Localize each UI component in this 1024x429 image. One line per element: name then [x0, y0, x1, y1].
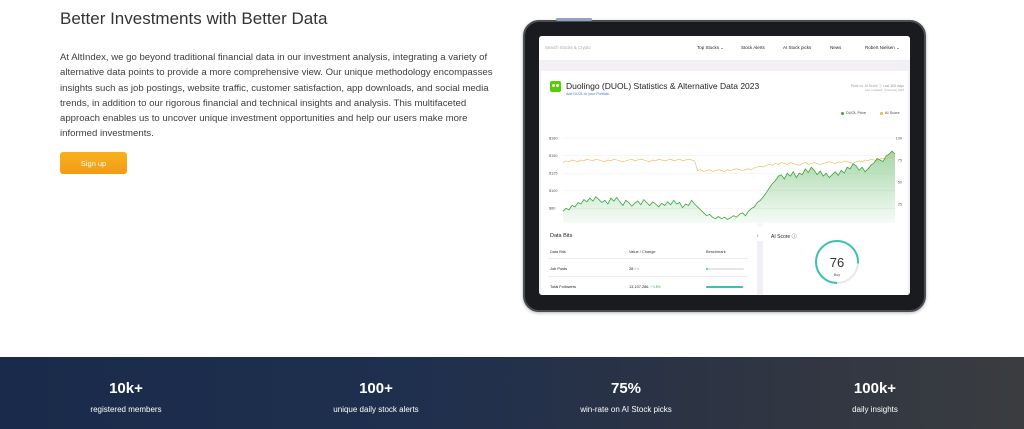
stat-label: win-rate on AI Stock picks: [580, 405, 672, 414]
benchmark-bar: [706, 268, 744, 270]
chart-range-label[interactable]: Price vs. AI Score ⓘ Last 365 days: [850, 84, 904, 88]
divider: [548, 276, 748, 277]
ai-score-card: AI Score ⓘ 76 Buy: [763, 223, 908, 295]
stats-band: 10k+ registered members 100+ unique dail…: [0, 357, 1024, 429]
ai-score-value: 76: [829, 255, 845, 270]
price-line: [562, 150, 896, 220]
gauge-fill: [815, 240, 859, 284]
stat-value: 75%: [610, 380, 642, 397]
y-tick-right: 75: [898, 158, 902, 162]
y-tick-left: $100: [549, 189, 557, 193]
y-tick-left: $150: [549, 154, 557, 158]
legend-price-label: DUOL Price: [846, 111, 867, 115]
y-tick-right: 50: [898, 180, 902, 184]
duolingo-logo-icon: [550, 81, 561, 92]
chevron-down-icon: ⌄: [720, 45, 725, 50]
row-label: Job Posts: [550, 266, 568, 271]
benchmark-header: Benchmark: [706, 249, 726, 254]
signup-button[interactable]: Sign up: [60, 152, 127, 174]
nav-ai-stock-picks[interactable]: AI Stock picks: [783, 45, 812, 50]
y-tick-left: $80: [549, 207, 555, 211]
legend-price: DUOL Price: [841, 111, 866, 115]
nav-top-stocks[interactable]: Top Stocks ⌄: [697, 45, 724, 51]
legend-ai-score-label: AI Score: [885, 111, 900, 115]
stat-label: unique daily stock alerts: [333, 405, 419, 414]
chart-title: Duolingo (DUOL) Statistics & Alternative…: [566, 81, 760, 91]
app-screenshot: Search Stocks & Crypto Top Stocks ⌄ Stoc…: [539, 36, 910, 295]
row-change: 0%: [634, 267, 640, 271]
stat-value: 100k+: [853, 380, 897, 397]
benchmark-bar-fill: [706, 268, 708, 270]
row-value: 13,107,286 ↗ 0.8%: [629, 284, 660, 289]
stat-value: 10k+: [109, 380, 143, 397]
hero-description: At AltIndex, we go beyond traditional fi…: [60, 52, 493, 140]
legend-dot-icon: [880, 111, 883, 115]
ai-score-line: [562, 156, 896, 172]
price-chart: $180$150$125$100$80$601007550250Jul 1 '2…: [549, 136, 902, 238]
stat-label: daily insights: [852, 405, 898, 414]
stat-value: 100+: [359, 380, 393, 397]
data-bits-card: Data Bits Data Bits Value / Change Bench…: [541, 223, 757, 295]
benchmark-bar: [706, 286, 744, 288]
app-search-input[interactable]: Search Stocks & Crypto: [545, 45, 591, 50]
nav-top-stocks-label: Top Stocks: [697, 45, 720, 50]
ai-score-gauge: [815, 240, 859, 284]
nav-user-menu[interactable]: Robert Nielsen ⌄: [865, 45, 900, 51]
nav-stock-alerts[interactable]: Stock Alerts: [741, 45, 765, 50]
user-name: Robert Nielsen: [865, 45, 895, 50]
y-tick-right: 100: [896, 136, 902, 140]
legend-dot-icon: [841, 111, 844, 115]
divider: [548, 258, 748, 259]
y-tick-left: $125: [549, 172, 557, 176]
stat-label: registered members: [90, 405, 162, 414]
data-bits-title: Data Bits: [550, 233, 573, 239]
y-tick-right: 25: [898, 202, 902, 206]
hero-title: Better Investments with Better Data: [60, 9, 328, 28]
row-label: Total Followers: [550, 284, 576, 289]
data-bits-header: Data Bits: [550, 249, 566, 254]
row-value: 28 0%: [629, 266, 639, 271]
chart-updated-label: Last updated: Yesterday 6AM: [864, 88, 904, 92]
row-change: ↗ 0.8%: [649, 285, 661, 289]
add-to-portfolio-link[interactable]: Add DUOL to your Portfolio: [566, 92, 610, 96]
app-navbar: Search Stocks & Crypto Top Stocks ⌄ Stoc…: [539, 36, 910, 61]
tablet-top-indicator: [556, 18, 592, 21]
benchmark-bar-fill: [706, 286, 744, 288]
nav-news[interactable]: News: [830, 45, 842, 50]
row-value-number: 28: [629, 266, 634, 271]
row-value-number: 13,107,286: [629, 284, 649, 289]
chart-card: Duolingo (DUOL) Statistics & Alternative…: [541, 71, 908, 241]
y-tick-left: $180: [549, 136, 557, 140]
ai-score-label: Buy: [833, 273, 841, 277]
ai-score-title: AI Score ⓘ: [771, 234, 797, 240]
chevron-down-icon: ⌄: [896, 45, 900, 50]
value-change-header: Value / Change: [629, 249, 656, 254]
legend-ai-score: AI Score: [880, 111, 900, 115]
price-area: [563, 151, 895, 226]
